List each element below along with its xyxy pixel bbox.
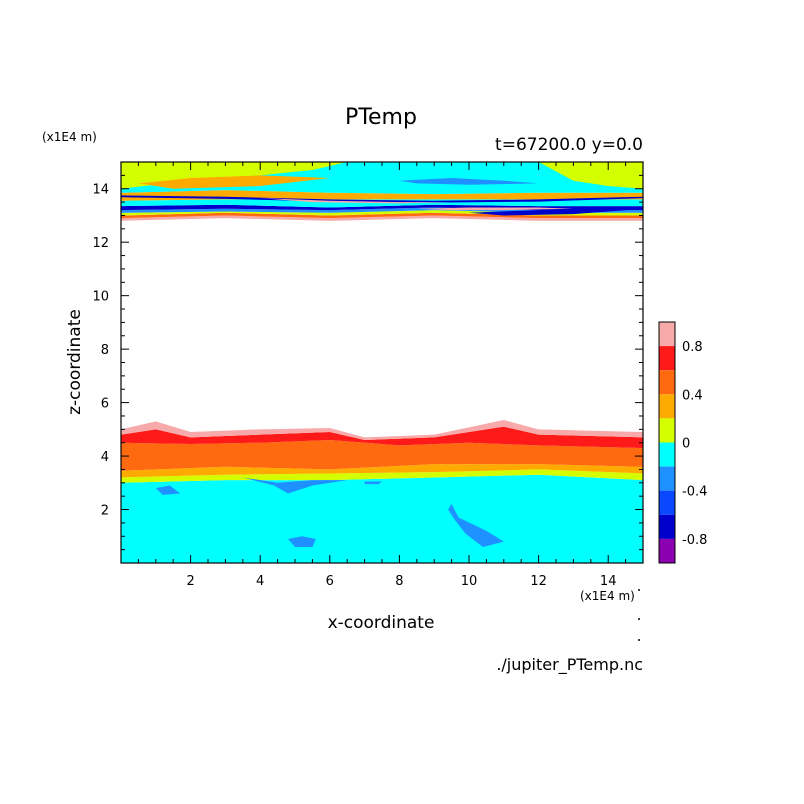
y-tick-label: 6 — [101, 397, 109, 412]
contour-patch — [416, 207, 574, 211]
corner-mark — [638, 618, 640, 620]
contour-band — [121, 464, 643, 478]
chart-title: PTemp — [345, 105, 417, 130]
x-tick-label: 6 — [326, 574, 334, 589]
x-tick-label: 12 — [530, 574, 547, 589]
x-tick-label: 2 — [186, 574, 194, 589]
contour-patch — [364, 481, 382, 485]
contour-band — [121, 212, 643, 219]
corner-mark — [638, 589, 640, 591]
y-tick-label: 2 — [101, 504, 109, 519]
contour-band — [121, 440, 643, 471]
corner-marks — [638, 589, 640, 641]
contour-patch — [399, 178, 539, 185]
y-tick-label: 4 — [101, 450, 109, 465]
contour-band — [121, 419, 643, 441]
contour-patch — [138, 175, 330, 189]
colorbar: 0.8 0.4 0 -0.4 -0.8 — [658, 321, 707, 564]
file-label: ./jupiter_PTemp.nc — [496, 655, 643, 675]
x-tick-label: 10 — [461, 574, 478, 589]
colorbar-tick-label: 0 — [682, 437, 690, 452]
contour-patch — [448, 504, 504, 547]
y-unit-label: (x1E4 m) — [42, 130, 97, 144]
chart-subtitle: t=67200.0 y=0.0 — [495, 135, 643, 155]
contour-fills — [121, 162, 643, 563]
colorbar-swatch — [659, 394, 675, 419]
x-tick-label: 14 — [600, 574, 617, 589]
contour-patch — [242, 477, 348, 494]
colorbar-swatch — [659, 514, 675, 539]
contour-patch — [288, 536, 316, 547]
colorbar-swatch — [659, 346, 675, 371]
y-tick-label: 12 — [92, 236, 109, 251]
colorbar-tick-label: 0.4 — [682, 388, 703, 403]
contour-patch — [538, 162, 643, 189]
colorbar-tick-label: -0.4 — [682, 485, 707, 500]
colorbar-swatch — [659, 370, 675, 395]
colorbar-swatch — [659, 490, 675, 515]
y-tick-label: 14 — [92, 183, 109, 198]
plot-area — [121, 162, 643, 563]
contour-patch — [155, 485, 181, 495]
y-axis-label: z-coordinate — [65, 309, 85, 415]
colorbar-swatch — [659, 418, 675, 443]
x-tick-label: 8 — [395, 574, 403, 589]
contour-band — [121, 426, 643, 449]
axes: 2 4 6 8 10 12 14 2 4 6 8 10 12 14 — [92, 161, 644, 589]
colorbar-tick-label: 0.8 — [682, 340, 703, 355]
x-tick-label: 4 — [256, 574, 264, 589]
colorbar-swatch — [659, 322, 675, 347]
contour-patch — [469, 207, 643, 216]
contour-band — [121, 474, 643, 563]
colorbar-swatch — [659, 538, 675, 563]
contour-band — [121, 215, 643, 221]
colorbar-tick-label: -0.8 — [682, 533, 707, 548]
x-unit-label: (x1E4 m) — [580, 589, 635, 603]
colorbar-swatch — [659, 442, 675, 467]
colorbar-swatch — [659, 466, 675, 491]
y-tick-label: 10 — [92, 290, 109, 305]
contour-patch — [121, 195, 643, 203]
y-tick-label: 8 — [101, 343, 109, 358]
contour-patch — [260, 198, 452, 204]
corner-mark — [638, 639, 640, 641]
x-axis-label: x-coordinate — [328, 613, 435, 633]
colorbar-frame — [658, 321, 676, 564]
